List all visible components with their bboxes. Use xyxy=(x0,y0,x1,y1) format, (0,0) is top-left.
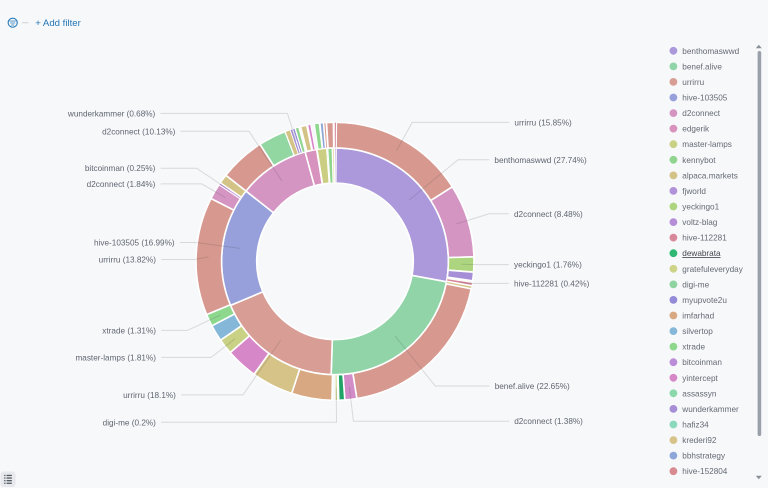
svg-text:benthomaswwd (27.74%): benthomaswwd (27.74%) xyxy=(494,156,587,165)
svg-text:master-lamps (1.81%): master-lamps (1.81%) xyxy=(75,353,156,362)
svg-text:edgerik: edgerik xyxy=(682,125,710,134)
svg-text:xtrade (1.31%): xtrade (1.31%) xyxy=(102,326,156,335)
svg-text:digi-me (0.2%): digi-me (0.2%) xyxy=(103,418,157,427)
svg-text:benef.alive (22.65%): benef.alive (22.65%) xyxy=(495,382,570,391)
svg-text:hive-112281: hive-112281 xyxy=(682,234,727,243)
svg-text:urrirru: urrirru xyxy=(682,78,704,87)
svg-text:voltz-blag: voltz-blag xyxy=(682,218,717,227)
svg-text:master-lamps: master-lamps xyxy=(682,140,732,149)
svg-text:hafiz34: hafiz34 xyxy=(682,421,709,430)
svg-text:krederi92: krederi92 xyxy=(682,436,717,445)
svg-text:benthomaswwd: benthomaswwd xyxy=(682,47,739,56)
svg-text:urrirru (18.1%): urrirru (18.1%) xyxy=(123,391,176,400)
svg-text:yintercept: yintercept xyxy=(682,374,718,383)
svg-text:d2connect (1.38%): d2connect (1.38%) xyxy=(514,417,583,426)
svg-text:xtrade: xtrade xyxy=(682,343,705,352)
svg-text:yeckingo1: yeckingo1 xyxy=(682,203,719,212)
svg-text:fjworld: fjworld xyxy=(682,187,706,196)
svg-text:hive-112281 (0.42%): hive-112281 (0.42%) xyxy=(514,279,590,288)
svg-text:hive-103505 (16.99%): hive-103505 (16.99%) xyxy=(94,239,175,248)
svg-text:imfarhad: imfarhad xyxy=(682,312,714,321)
svg-text:bbhstrategy: bbhstrategy xyxy=(682,452,726,461)
svg-text:d2connect (8.48%): d2connect (8.48%) xyxy=(514,210,583,219)
svg-text:wunderkammer (0.68%): wunderkammer (0.68%) xyxy=(67,109,156,118)
svg-text:yeckingo1 (1.76%): yeckingo1 (1.76%) xyxy=(514,261,582,270)
svg-text:digi-me: digi-me xyxy=(682,280,709,289)
svg-text:+ Add filter: + Add filter xyxy=(35,18,81,29)
svg-text:urrirru (15.85%): urrirru (15.85%) xyxy=(514,118,572,127)
svg-text:myupvote2u: myupvote2u xyxy=(682,296,727,305)
svg-text:d2connect (10.13%): d2connect (10.13%) xyxy=(102,127,176,136)
svg-text:d2connect (1.84%): d2connect (1.84%) xyxy=(87,180,156,189)
svg-text:benef.alive: benef.alive xyxy=(682,62,722,71)
svg-text:assassyn: assassyn xyxy=(682,389,717,398)
svg-text:wunderkammer: wunderkammer xyxy=(681,405,739,414)
svg-text:alpaca.markets: alpaca.markets xyxy=(682,171,738,180)
svg-text:gratefuleveryday: gratefuleveryday xyxy=(682,265,743,274)
svg-text:hive-152804: hive-152804 xyxy=(682,467,728,476)
svg-text:bitcoinman: bitcoinman xyxy=(682,358,722,367)
svg-text:kennybot: kennybot xyxy=(682,156,716,165)
svg-text:hive-103505: hive-103505 xyxy=(682,94,728,103)
svg-text:silvertop: silvertop xyxy=(682,327,713,336)
svg-text:dewabrata: dewabrata xyxy=(682,249,721,258)
svg-text:bitcoinman (0.25%): bitcoinman (0.25%) xyxy=(85,164,156,173)
svg-text:d2connect: d2connect xyxy=(682,109,721,118)
svg-text:urrirru (13.82%): urrirru (13.82%) xyxy=(99,256,157,265)
